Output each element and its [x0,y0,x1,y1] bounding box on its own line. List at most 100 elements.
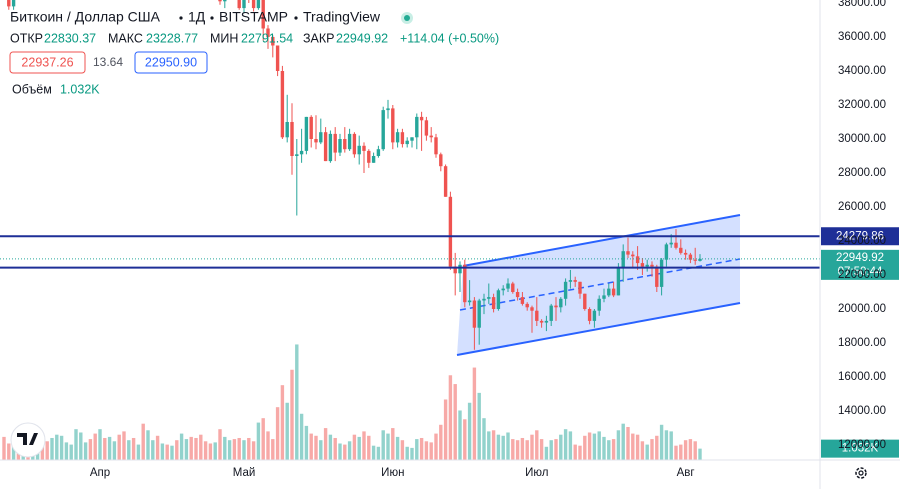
logo-mark [17,433,38,445]
volume-bar [386,433,390,460]
volume-bar [280,385,285,460]
volume-bar [175,440,179,460]
volume-bar [410,447,414,460]
volume-bar [343,444,347,460]
interval: 1Д [188,9,206,25]
candle-body [429,135,433,138]
source: TradingView [303,9,381,25]
close-label: ЗАКР [303,31,335,45]
y-tick-label: 36000.00 [838,31,886,43]
candle-body [381,110,385,150]
candle-body [367,150,371,163]
volume-bar [530,434,534,460]
volume-bar [98,429,102,460]
volume-bar [2,436,6,460]
channel-upper [462,214,741,267]
candle-body [645,264,649,267]
candle-body [501,288,505,291]
settings-icon[interactable] [855,467,867,479]
candle-body [285,121,289,138]
candle-body [587,309,592,321]
candle-body [256,0,261,9]
volume-bar [83,442,88,460]
volume-bar [400,440,405,460]
volume-bar [179,433,184,460]
candle-body [405,140,409,145]
volume-bar [487,431,491,460]
last-price-label: 22949.92 [836,252,884,264]
volume-bar [170,445,174,460]
separator [179,16,183,20]
gear[interactable] [855,467,867,479]
volume-bar [607,440,611,460]
volume-bar [635,434,640,460]
volume-bar [122,431,126,460]
volume-bar [640,441,645,460]
exchange: BITSTAMP [219,9,288,25]
symbol: Биткоин / Доллар США [10,9,161,25]
bid-box[interactable] [9,51,86,74]
candle-body [477,300,481,328]
candle-body [376,149,381,156]
volume-bar [491,430,496,460]
candle-body [304,116,309,151]
volume-bar [563,429,568,460]
candle-body [626,251,630,255]
volume-bar [160,443,165,460]
volume-bar [69,444,73,460]
volume-bar [333,437,337,460]
volume-bar [688,439,693,460]
candle-body [443,166,448,197]
candle-body [535,310,539,321]
volume-bar [194,437,198,460]
volume-bar [155,435,160,460]
candle-body [511,283,515,293]
volume-bar [568,431,573,460]
tv-logo [10,422,46,458]
volume-bar [93,433,97,460]
volume-bar [107,436,112,460]
candle-body [275,45,280,71]
candle-body [578,281,582,294]
volume-bar [597,431,601,460]
volume-bar [79,432,83,460]
candle-body [266,28,270,37]
candle-body [295,154,299,156]
open-value: 22830.37 [44,31,96,45]
high-value: 23228.77 [146,31,198,45]
candle-body [554,305,558,308]
candle-body [655,266,659,287]
volume-bar [611,439,616,460]
candle-body [467,300,472,303]
volume-bar [362,431,366,460]
volume-bar [458,410,462,460]
volume-bar [693,441,697,460]
candle-body [635,256,640,264]
channel-lower [456,302,741,356]
ask-box[interactable] [134,51,208,74]
y-tick-label: 32000.00 [838,99,886,111]
volume-bar [232,439,237,460]
volume-bar [275,407,280,460]
candle-body [400,132,405,145]
candle-body [218,0,222,2]
volume-bar [645,444,649,460]
candle-body [640,263,645,267]
volume-bar [290,369,294,460]
candle-body [616,268,621,296]
volume-bar [674,445,678,460]
candle-body [290,121,294,156]
volume-bar [376,446,381,460]
candle-body [650,264,654,267]
candle-body [679,247,683,253]
axes: 12000.00 14000.00 16000.00 18000.00 20000.00… [90,0,886,479]
candle-body [559,298,563,308]
volume-label: Объём [12,82,52,96]
candle-body [251,0,256,9]
separator [294,16,298,20]
separator [210,16,214,20]
candle-body [611,288,616,296]
status-dot [404,15,410,21]
candle-body [280,70,285,138]
